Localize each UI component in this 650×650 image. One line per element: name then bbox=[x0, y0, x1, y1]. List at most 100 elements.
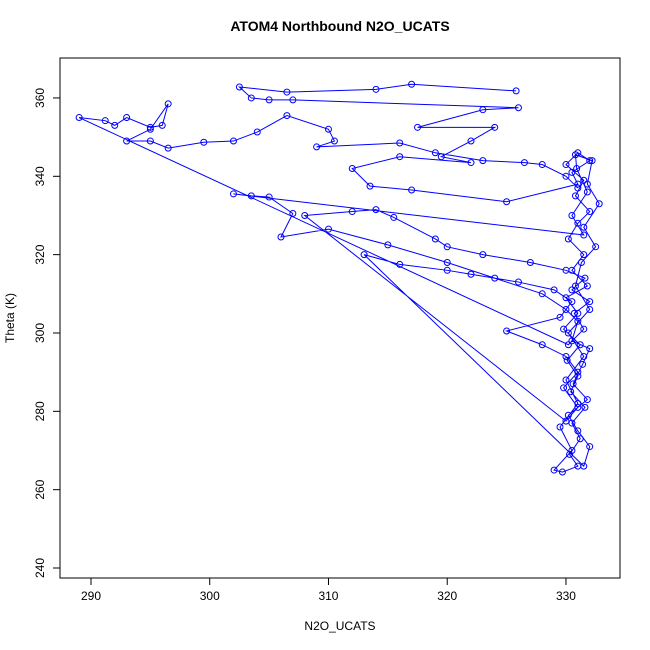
point bbox=[247, 94, 255, 102]
point bbox=[568, 337, 576, 345]
point bbox=[580, 325, 588, 333]
point bbox=[372, 206, 380, 214]
x-tick-label: 300 bbox=[200, 589, 220, 603]
x-tick-label: 310 bbox=[318, 589, 338, 603]
point bbox=[562, 266, 570, 274]
point bbox=[75, 114, 83, 122]
point bbox=[562, 172, 570, 180]
point bbox=[586, 443, 594, 451]
x-tick-label: 330 bbox=[556, 589, 576, 603]
point bbox=[563, 356, 571, 364]
point bbox=[583, 282, 591, 290]
point bbox=[289, 210, 297, 218]
point bbox=[467, 159, 475, 167]
point bbox=[580, 223, 588, 231]
point bbox=[520, 159, 528, 167]
point bbox=[514, 278, 522, 286]
point bbox=[372, 85, 380, 93]
point bbox=[568, 286, 576, 294]
x-tick-label: 290 bbox=[81, 589, 101, 603]
point bbox=[562, 417, 570, 425]
point bbox=[574, 403, 582, 411]
point bbox=[576, 341, 584, 349]
point bbox=[330, 137, 338, 145]
point bbox=[583, 396, 591, 404]
point bbox=[538, 161, 546, 169]
point bbox=[568, 419, 576, 427]
y-tick-label: 300 bbox=[33, 323, 47, 343]
point bbox=[574, 368, 582, 376]
point bbox=[437, 153, 445, 161]
point bbox=[265, 193, 273, 201]
point bbox=[573, 164, 581, 172]
point bbox=[586, 305, 594, 313]
point bbox=[158, 121, 166, 129]
point bbox=[570, 309, 578, 317]
point bbox=[348, 164, 356, 172]
point bbox=[581, 403, 589, 411]
point bbox=[360, 251, 368, 259]
point bbox=[562, 161, 570, 169]
point bbox=[283, 112, 291, 120]
point bbox=[366, 182, 374, 190]
point bbox=[562, 376, 570, 384]
point bbox=[512, 87, 520, 95]
y-tick-label: 340 bbox=[33, 166, 47, 186]
point bbox=[283, 88, 291, 96]
point bbox=[579, 360, 587, 368]
point bbox=[431, 235, 439, 243]
point bbox=[583, 188, 591, 196]
point bbox=[568, 168, 576, 176]
point bbox=[146, 137, 154, 145]
point bbox=[313, 143, 321, 151]
point bbox=[586, 298, 594, 306]
point bbox=[503, 327, 511, 335]
point bbox=[586, 345, 594, 353]
point bbox=[564, 329, 572, 337]
y-axis-label: Theta (K) bbox=[3, 293, 17, 343]
point bbox=[588, 157, 596, 165]
point bbox=[574, 219, 582, 227]
point bbox=[571, 192, 579, 200]
point bbox=[562, 352, 570, 360]
point bbox=[229, 137, 237, 145]
point bbox=[577, 258, 585, 266]
point bbox=[568, 298, 576, 306]
point bbox=[414, 123, 422, 131]
point bbox=[111, 121, 119, 129]
point bbox=[479, 251, 487, 259]
point bbox=[538, 341, 546, 349]
y-tick-label: 360 bbox=[33, 88, 47, 108]
point bbox=[491, 123, 499, 131]
point bbox=[564, 235, 572, 243]
point bbox=[467, 270, 475, 278]
point bbox=[479, 106, 487, 114]
point bbox=[277, 233, 285, 241]
point bbox=[301, 211, 309, 219]
point bbox=[567, 388, 575, 396]
x-tick-label: 320 bbox=[437, 589, 457, 603]
point bbox=[583, 180, 591, 188]
point bbox=[574, 399, 582, 407]
point bbox=[514, 104, 522, 112]
point bbox=[123, 137, 131, 145]
y-tick-label: 320 bbox=[33, 244, 47, 264]
point bbox=[384, 241, 392, 249]
series-line bbox=[78, 83, 600, 473]
point bbox=[431, 149, 439, 157]
point bbox=[443, 258, 451, 266]
point bbox=[443, 266, 451, 274]
point bbox=[146, 125, 154, 133]
point bbox=[526, 258, 534, 266]
chart-title: ATOM4 Northbound N2O_UCATS bbox=[230, 18, 449, 34]
point bbox=[580, 251, 588, 259]
point bbox=[408, 80, 416, 88]
point bbox=[443, 243, 451, 251]
x-axis-label: N2O_UCATS bbox=[304, 619, 375, 633]
point bbox=[574, 372, 582, 380]
point bbox=[146, 123, 154, 131]
point bbox=[396, 153, 404, 161]
point bbox=[408, 186, 416, 194]
point bbox=[550, 466, 558, 474]
